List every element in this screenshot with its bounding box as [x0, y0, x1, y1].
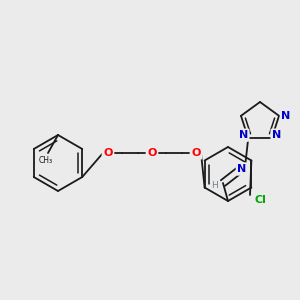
- Text: H: H: [212, 181, 218, 190]
- Text: Cl: Cl: [254, 195, 266, 205]
- Text: N: N: [237, 164, 247, 174]
- Text: CH₃: CH₃: [39, 156, 53, 165]
- Text: N: N: [238, 130, 248, 140]
- Text: O: O: [103, 148, 113, 158]
- Text: O: O: [191, 148, 201, 158]
- Text: N: N: [281, 111, 291, 121]
- Text: O: O: [147, 148, 157, 158]
- Text: N: N: [272, 130, 281, 140]
